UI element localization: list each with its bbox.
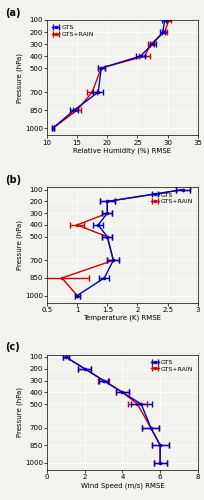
Text: (a): (a) (5, 8, 20, 18)
Text: (b): (b) (5, 175, 21, 185)
X-axis label: Temperature (K) RMSE: Temperature (K) RMSE (83, 315, 161, 322)
X-axis label: Wind Speed (m/s) RMSE: Wind Speed (m/s) RMSE (81, 482, 164, 488)
Legend: GTS, GTS+RAIN: GTS, GTS+RAIN (149, 358, 195, 374)
Y-axis label: Pressure (hPa): Pressure (hPa) (16, 220, 23, 270)
Legend: GTS, GTS+RAIN: GTS, GTS+RAIN (50, 23, 96, 39)
X-axis label: Relative Humidity (%) RMSE: Relative Humidity (%) RMSE (73, 148, 172, 154)
Y-axis label: Pressure (hPa): Pressure (hPa) (16, 388, 23, 438)
Text: (c): (c) (5, 342, 19, 352)
Legend: GTS, GTS+RAIN: GTS, GTS+RAIN (149, 190, 195, 206)
Y-axis label: Pressure (hPa): Pressure (hPa) (16, 52, 23, 102)
